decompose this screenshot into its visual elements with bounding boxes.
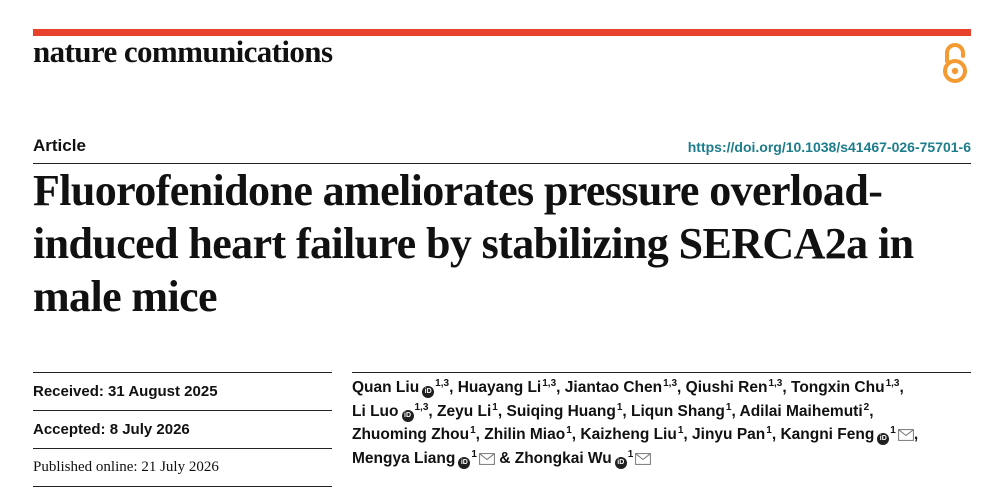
orcid-icon[interactable]: iD [614, 456, 627, 469]
author-separator: , [449, 379, 458, 396]
author-separator: , [622, 402, 632, 420]
author-item[interactable]: Liqun Shang1 [631, 401, 732, 420]
author-separator: , [771, 426, 781, 443]
author-separator: , [869, 402, 874, 420]
author-separator: , [683, 426, 693, 443]
author-separator: , [731, 402, 740, 420]
affiliation-number: 1 [725, 401, 732, 413]
author-name[interactable]: Li Luo [352, 402, 399, 420]
author-item[interactable]: Tongxin Chu1,3 [791, 378, 900, 397]
author-list: Quan Liu iD1,3, Huayang Li1,3, Jiantao Ch… [352, 372, 971, 470]
article-type: Article [33, 136, 86, 155]
affiliation-number: 2 [863, 401, 870, 413]
affiliation-number: 1,3 [435, 378, 450, 389]
affiliation-number: 1,3 [768, 378, 783, 389]
author-separator: , [913, 426, 919, 443]
author-name[interactable]: Zhongkai Wu [514, 449, 612, 467]
author-item[interactable]: Kaizheng Liu1 [580, 425, 684, 444]
published-value: 21 July 2026 [141, 459, 219, 475]
author-separator: , [571, 426, 581, 443]
affiliation-number: 1 [677, 425, 684, 436]
author-name[interactable]: Adilai Maihemuti [739, 402, 863, 420]
open-access-icon[interactable] [940, 42, 970, 84]
author-separator: , [782, 379, 791, 396]
author-name[interactable]: Mengya Liang [352, 449, 456, 467]
accepted-label: Accepted: [33, 421, 106, 438]
author-item[interactable]: Zhuoming Zhou1 [352, 425, 476, 444]
author-name[interactable]: Zhuoming Zhou [352, 426, 470, 443]
email-icon[interactable] [897, 429, 914, 441]
author-item[interactable]: Qiushi Ren1,3 [685, 378, 783, 397]
orcid-icon[interactable]: iD [422, 386, 435, 398]
author-item[interactable]: Mengya Liang iD1 [352, 448, 495, 469]
article-title: Fluorofenidone ameliorates pressure over… [33, 166, 914, 321]
doi-link[interactable]: https://doi.org/10.1038/s41467-026-75701… [687, 139, 971, 155]
author-name[interactable]: Quan Liu [352, 379, 420, 396]
affiliation-number: 1 [627, 448, 634, 460]
affiliation-number: 1 [470, 425, 476, 436]
email-icon[interactable] [479, 452, 495, 465]
affiliation-number: 1 [492, 401, 498, 413]
accepted-date: Accepted: 8 July 2026 [33, 410, 332, 448]
accepted-value: 8 July 2026 [109, 421, 190, 438]
author-name[interactable]: Huayang Li [457, 379, 542, 396]
affiliation-number: 1 [890, 425, 896, 436]
author-item[interactable]: Jinyu Pan1 [692, 425, 772, 444]
author-separator: & [499, 449, 515, 467]
author-item[interactable]: Jiantao Chen1,3 [564, 378, 678, 397]
email-icon[interactable] [635, 452, 652, 465]
affiliation-number: 1,3 [414, 401, 429, 413]
publication-dates: Received: 31 August 2025 Accepted: 8 Jul… [33, 372, 332, 487]
author-item[interactable]: Zeyu Li1 [437, 401, 498, 420]
author-name[interactable]: Tongxin Chu [791, 379, 885, 396]
author-name[interactable]: Kaizheng Liu [580, 426, 677, 443]
author-item[interactable]: Li Luo iD1,3 [352, 401, 429, 422]
author-item[interactable]: Zhilin Miao1 [484, 425, 572, 444]
affiliation-number: 1,3 [542, 378, 557, 389]
published-date: Published online: 21 July 2026 [33, 448, 332, 487]
author-separator: , [677, 379, 686, 396]
header-divider [33, 163, 971, 164]
received-label: Received: [33, 383, 104, 400]
affiliation-number: 1,3 [663, 378, 678, 389]
orcid-icon[interactable]: iD [401, 409, 414, 422]
author-separator: , [475, 426, 485, 443]
author-item[interactable]: Zhongkai Wu iD1 [514, 448, 652, 469]
received-date: Received: 31 August 2025 [33, 372, 332, 410]
author-separator: , [556, 379, 565, 396]
affiliation-number: 1 [566, 425, 572, 436]
author-name[interactable]: Liqun Shang [631, 402, 725, 420]
author-item[interactable]: Suiqing Huang1 [506, 401, 623, 420]
received-value: 31 August 2025 [108, 383, 218, 400]
author-separator: , [428, 402, 438, 420]
published-label: Published online: [33, 459, 138, 475]
orcid-icon[interactable]: iD [877, 433, 890, 445]
orcid-icon[interactable]: iD [458, 456, 471, 469]
affiliation-number: 1 [766, 425, 772, 436]
author-item[interactable]: Quan Liu iD1,3 [352, 378, 450, 398]
author-name[interactable]: Zhilin Miao [484, 426, 566, 443]
author-name[interactable]: Jinyu Pan [692, 426, 766, 443]
journal-name[interactable]: nature communications [33, 34, 333, 69]
affiliation-number: 1 [616, 401, 623, 413]
author-name[interactable]: Qiushi Ren [685, 379, 768, 396]
author-item[interactable]: Huayang Li1,3 [457, 378, 557, 397]
author-name[interactable]: Suiqing Huang [506, 402, 616, 420]
journal-accent-bar [33, 29, 971, 36]
author-name[interactable]: Zeyu Li [437, 402, 492, 420]
author-separator: , [899, 379, 904, 396]
author-item[interactable]: Adilai Maihemuti2 [739, 401, 870, 420]
author-item[interactable]: Kangni Feng iD1 [780, 425, 914, 445]
author-name[interactable]: Jiantao Chen [564, 379, 663, 396]
author-separator: , [497, 402, 507, 420]
affiliation-number: 1 [471, 448, 477, 460]
author-name[interactable]: Kangni Feng [780, 426, 875, 443]
affiliation-number: 1,3 [885, 378, 900, 389]
